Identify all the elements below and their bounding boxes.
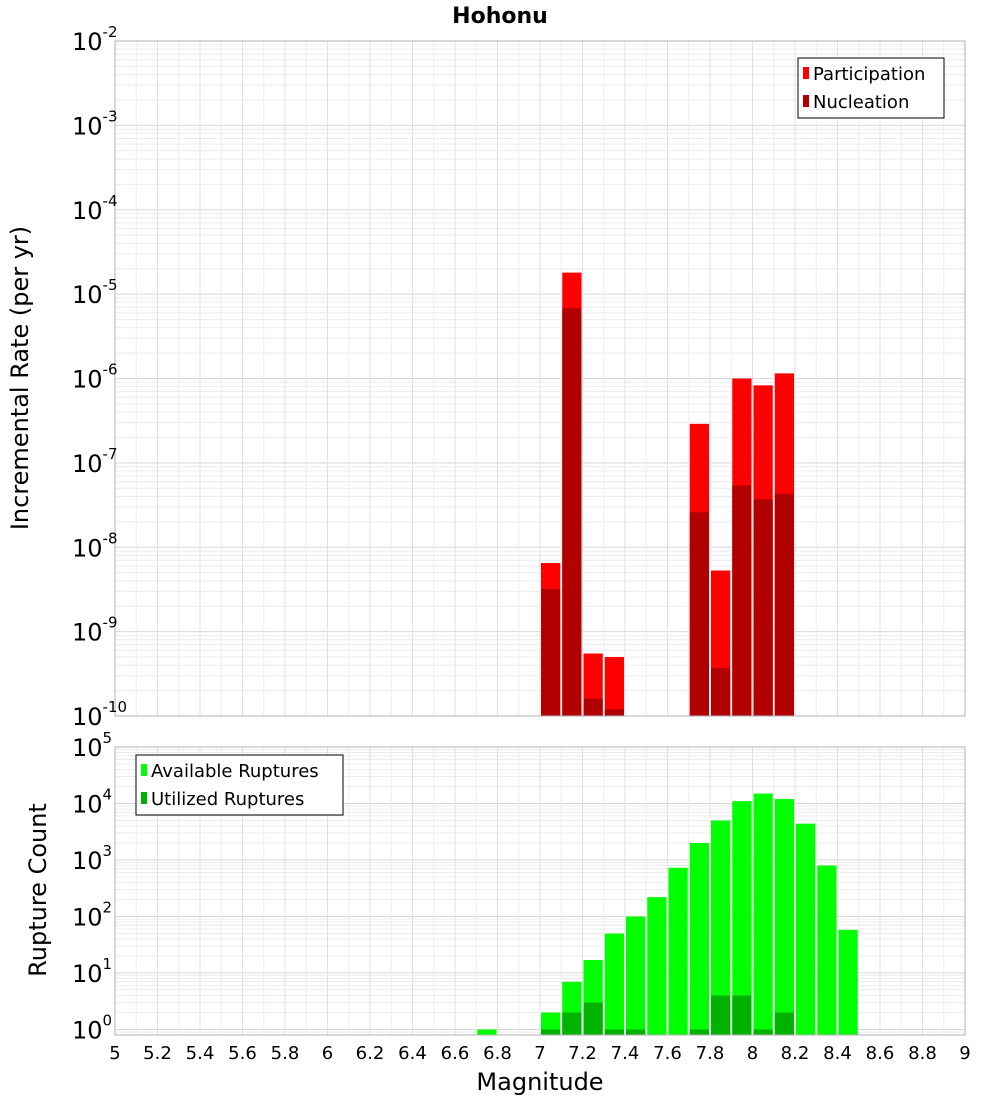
top-bar-nucleation [604, 709, 624, 716]
bar-layer [477, 272, 858, 1035]
x-tick-label: 5.2 [143, 1043, 172, 1064]
bottom-bar-available-ruptures [711, 820, 731, 1035]
top-bar-nucleation [689, 512, 709, 716]
top-plot-frame [114, 40, 966, 717]
x-tick-label: 8.6 [866, 1043, 895, 1064]
bottom-bar-utilized-ruptures [541, 1029, 561, 1035]
top-bar-nucleation [562, 308, 582, 716]
x-tick-label: 6.2 [356, 1043, 385, 1064]
bottom-bar-available-ruptures [774, 799, 794, 1035]
bottom-bar-available-ruptures [817, 865, 837, 1035]
grid-layer [114, 41, 966, 1036]
bottom-y-tick-label: 105 [72, 729, 112, 762]
bottom-y-tick-label: 100 [72, 1012, 112, 1045]
bottom-y-tick-label: 104 [72, 786, 112, 819]
bottom-bar-utilized-ruptures [562, 1012, 582, 1035]
top-legend-label: Participation [813, 64, 925, 85]
bottom-bar-utilized-ruptures [753, 1029, 773, 1035]
bottom-bar-available-ruptures [796, 823, 816, 1035]
bottom-bar-available-ruptures [626, 916, 646, 1035]
top-y-tick-label: 10-10 [72, 698, 127, 731]
bottom-legend-label: Utilized Ruptures [151, 789, 304, 810]
x-tick-label: 5.8 [271, 1043, 300, 1064]
bottom-bar-utilized-ruptures [604, 1029, 624, 1035]
bottom-y-tick-label: 102 [72, 899, 112, 932]
x-axis-label: Magnitude [476, 1068, 603, 1096]
bottom-y-axis-label: Rupture Count [24, 803, 52, 977]
x-tick-label: 8 [747, 1043, 758, 1064]
x-tick-label: 7.4 [611, 1043, 640, 1064]
bottom-legend-box [135, 754, 344, 816]
x-tick-label: 7.6 [653, 1043, 682, 1064]
top-bar-nucleation [732, 485, 752, 716]
bottom-bar-available-ruptures [541, 1012, 561, 1035]
x-tick-label: 6.4 [398, 1043, 427, 1064]
top-bar-nucleation [711, 668, 731, 716]
bottom-bar-utilized-ruptures [626, 1029, 646, 1035]
chart-title: Hohonu [452, 4, 548, 29]
x-tick-label: 8.2 [781, 1043, 810, 1064]
x-tick-label: 7 [534, 1043, 545, 1064]
top-y-tick-label: 10-7 [72, 445, 118, 478]
label-layer: Hohonu Incremental Rate (per yr) Rupture… [6, 4, 604, 1096]
top-legend-swatch [803, 95, 809, 107]
top-y-axis-label: Incremental Rate (per yr) [6, 226, 34, 530]
top-y-tick-label: 10-9 [72, 614, 118, 647]
x-tick-label: 9 [959, 1043, 970, 1064]
bottom-bar-utilized-ruptures [689, 1029, 709, 1035]
top-bar-participation [604, 657, 624, 716]
x-tick-label: 5 [109, 1043, 120, 1064]
top-y-tick-label: 10-6 [72, 361, 118, 394]
bottom-bar-available-ruptures [604, 933, 624, 1035]
x-tick-label: 5.4 [186, 1043, 215, 1064]
x-tick-label: 6 [322, 1043, 333, 1064]
x-tick-label: 5.6 [228, 1043, 257, 1064]
bottom-bar-available-ruptures [732, 801, 752, 1035]
bottom-bar-available-ruptures [668, 867, 688, 1035]
top-legend-swatch [803, 67, 809, 79]
top-y-tick-label: 10-3 [72, 107, 118, 140]
bottom-bar-utilized-ruptures [583, 1002, 603, 1035]
bottom-bar-utilized-ruptures [711, 995, 731, 1035]
bottom-y-tick-label: 101 [72, 955, 112, 988]
top-bar-nucleation [583, 698, 603, 716]
top-bar-nucleation [753, 499, 773, 716]
top-bar-nucleation [774, 493, 794, 716]
top-legend-label: Nucleation [813, 92, 909, 113]
frame-layer [114, 40, 966, 1036]
bottom-bar-utilized-ruptures [732, 995, 752, 1035]
bottom-legend-swatch [141, 792, 147, 804]
bottom-bar-utilized-ruptures [774, 1012, 794, 1035]
top-y-tick-label: 10-8 [72, 529, 118, 562]
legend-layer: Participation Nucleation Available Rupture… [135, 57, 945, 816]
bottom-legend-swatch [141, 764, 147, 776]
x-tick-label: 7.2 [568, 1043, 597, 1064]
x-tick-label: 7.8 [696, 1043, 725, 1064]
bottom-bar-available-ruptures [477, 1029, 497, 1035]
top-y-tick-label: 10-2 [72, 23, 118, 56]
bottom-plot-frame [114, 746, 966, 1036]
bottom-bar-available-ruptures [689, 843, 709, 1035]
bottom-bar-available-ruptures [753, 793, 773, 1035]
top-bar-nucleation [541, 589, 561, 716]
top-y-tick-label: 10-5 [72, 276, 118, 309]
top-y-tick-label: 10-4 [72, 192, 118, 225]
x-tick-label: 8.4 [823, 1043, 852, 1064]
bottom-bar-available-ruptures [838, 929, 858, 1035]
x-tick-label: 6.8 [483, 1043, 512, 1064]
bottom-bar-available-ruptures [647, 897, 667, 1035]
x-tick-label: 6.6 [441, 1043, 470, 1064]
bottom-legend-label: Available Ruptures [151, 761, 319, 782]
top-legend-box [797, 57, 945, 119]
x-tick-label: 8.8 [908, 1043, 937, 1064]
bottom-y-tick-label: 103 [72, 842, 112, 875]
